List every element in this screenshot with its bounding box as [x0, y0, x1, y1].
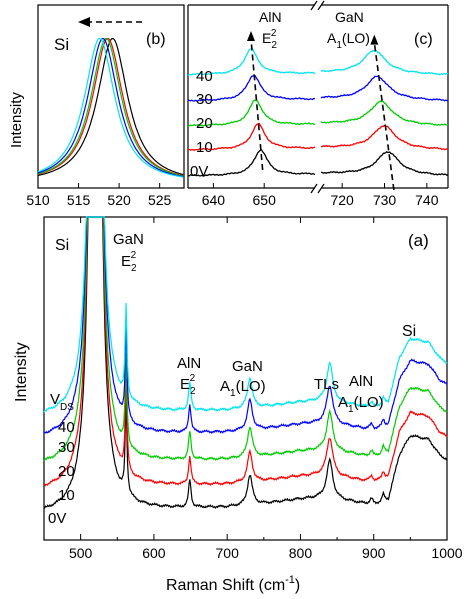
panel-c-series — [187, 99, 316, 127]
annotation-si-left: Si — [55, 237, 69, 254]
panel-c-aln-mode: E22 — [262, 28, 277, 51]
panel-c-gan-shift-line — [373, 42, 395, 191]
panel-c-series — [320, 49, 449, 76]
panel-c-x-tick-label: 640 — [202, 192, 226, 208]
panel-a-ylabel: Intensity — [13, 342, 30, 402]
panel-a-vds-label: VDS — [50, 391, 74, 413]
panel-c-ticks: 640 650 720 730 740 — [202, 183, 439, 208]
panel-c-series — [320, 100, 449, 126]
annotation-gan-e2-name: GaN — [113, 231, 144, 248]
panel-c-break-mark — [310, 0, 318, 11]
panel-c-x-tick-label: 650 — [253, 192, 277, 208]
panel-a-x-tick-label: 500 — [69, 545, 93, 561]
annotation-tls: TLs — [314, 376, 339, 393]
panel-c-series — [321, 151, 449, 176]
panel-c-series-label: 10 — [196, 139, 213, 156]
annotation-aln-e2-name: AlN — [177, 355, 201, 372]
annotation-gan-a1lo-name: GaN — [232, 358, 263, 375]
panel-a-series-label: 40 — [58, 419, 75, 436]
panel-a-ticks: 500 600 700 800 900 1000 — [43, 217, 463, 561]
panel-b-ticks: 510 515 520 525 — [26, 183, 172, 208]
panel-c-series-label: 20 — [196, 115, 213, 132]
panel-b-series — [37, 37, 184, 177]
panel-c-aln-arrow-head — [246, 30, 255, 41]
panel-a-series-label: 0V — [48, 510, 66, 527]
panel-c-break-mark — [317, 0, 325, 11]
panel-a-x-tick-label: 600 — [142, 545, 166, 561]
panel-b-arrow-head — [78, 17, 90, 27]
panel-a-series-label: 20 — [58, 463, 75, 480]
panel-c-aln-shift-line — [250, 38, 264, 171]
panel-c-series — [187, 149, 316, 177]
panel-c: 640 650 720 730 740 (c) AlN E22 GaN A1(LO) 0… — [187, 0, 449, 208]
panel-c-gan-label: GaN — [335, 9, 364, 25]
panel-a-frame — [43, 216, 448, 541]
annotation-aln-a1lo-mode: A1(LO) — [338, 394, 384, 415]
panel-c-x-tick-label: 740 — [415, 192, 439, 208]
panel-a-xlabel: Raman Shift (cm-1) — [166, 574, 300, 594]
panel-c-series — [187, 122, 316, 152]
panel-b-plot-frame: 510 515 520 525 — [26, 4, 185, 208]
annotation-gan-e2-mode: E22 — [121, 250, 137, 274]
panel-c-gan-mode: A1(LO) — [327, 30, 370, 51]
panel-c-series — [320, 75, 449, 102]
panel-c-break-mark — [317, 183, 325, 194]
panel-c-series-label: 30 — [196, 91, 213, 108]
panel-a-series-0V — [43, 216, 448, 509]
panel-a-series-10 — [44, 216, 448, 487]
panel-b-x-tick-label: 525 — [148, 192, 172, 208]
panel-a-x-tick-label: 1000 — [431, 545, 462, 561]
panel-c-series-label: 40 — [196, 68, 213, 85]
panel-c-series — [187, 48, 449, 177]
panel-c-x-tick-label: 720 — [330, 192, 354, 208]
panel-b-si-label: Si — [54, 35, 69, 54]
panel-a-series-label: 30 — [58, 439, 75, 456]
panel-b-x-tick-label: 510 — [26, 192, 50, 208]
panel-b: 510 515 520 525 (b) Si Intensity — [8, 4, 185, 208]
panel-a-series-30 — [43, 216, 448, 435]
panel-b-frame — [37, 4, 185, 189]
panel-c-series-labels: 0V 10 20 30 40 — [190, 68, 213, 180]
panel-a-series-label: 10 — [58, 487, 75, 504]
panel-c-aln-label: AlN — [259, 9, 282, 25]
panel-b-ylabel: Intensity — [8, 92, 25, 148]
panel-a-x-tick-label: 800 — [289, 545, 313, 561]
panel-a-label: (a) — [408, 231, 429, 250]
panel-a: 500 600 700 800 900 1000 (a) Intensity Raman … — [13, 216, 463, 594]
panel-a-series-40 — [43, 216, 448, 413]
panel-c-gan-arrow-head — [370, 34, 379, 45]
panel-c-break-mark — [310, 183, 318, 194]
annotation-si-right: Si — [402, 323, 416, 340]
panel-b-x-tick-label: 515 — [67, 192, 91, 208]
annotation-gan-a1lo-mode: A1(LO) — [220, 378, 266, 399]
panel-c-shift-guides — [246, 30, 395, 191]
panel-b-series — [37, 37, 184, 178]
panel-b-series — [37, 37, 184, 176]
panel-c-series — [320, 124, 449, 151]
annotation-aln-a1lo-name: AlN — [349, 373, 373, 390]
panel-a-series-labels: 0V 10 20 30 40 — [48, 419, 75, 527]
panel-c-series-label: 0V — [190, 163, 208, 180]
panel-a-x-tick-label: 700 — [216, 545, 240, 561]
panel-c-x-tick-label: 730 — [373, 192, 397, 208]
panel-b-series — [37, 37, 184, 177]
panel-b-series — [37, 37, 184, 178]
panel-a-series-20 — [43, 216, 448, 462]
panel-a-series — [43, 216, 448, 509]
panel-b-label: (b) — [146, 31, 166, 48]
panel-b-x-tick-label: 520 — [107, 192, 131, 208]
annotation-aln-e2-mode: E22 — [180, 373, 196, 397]
panel-c-label: (c) — [414, 31, 433, 48]
panel-b-series — [37, 37, 184, 178]
panel-c-series — [187, 74, 316, 102]
panel-a-x-tick-label: 900 — [362, 545, 386, 561]
